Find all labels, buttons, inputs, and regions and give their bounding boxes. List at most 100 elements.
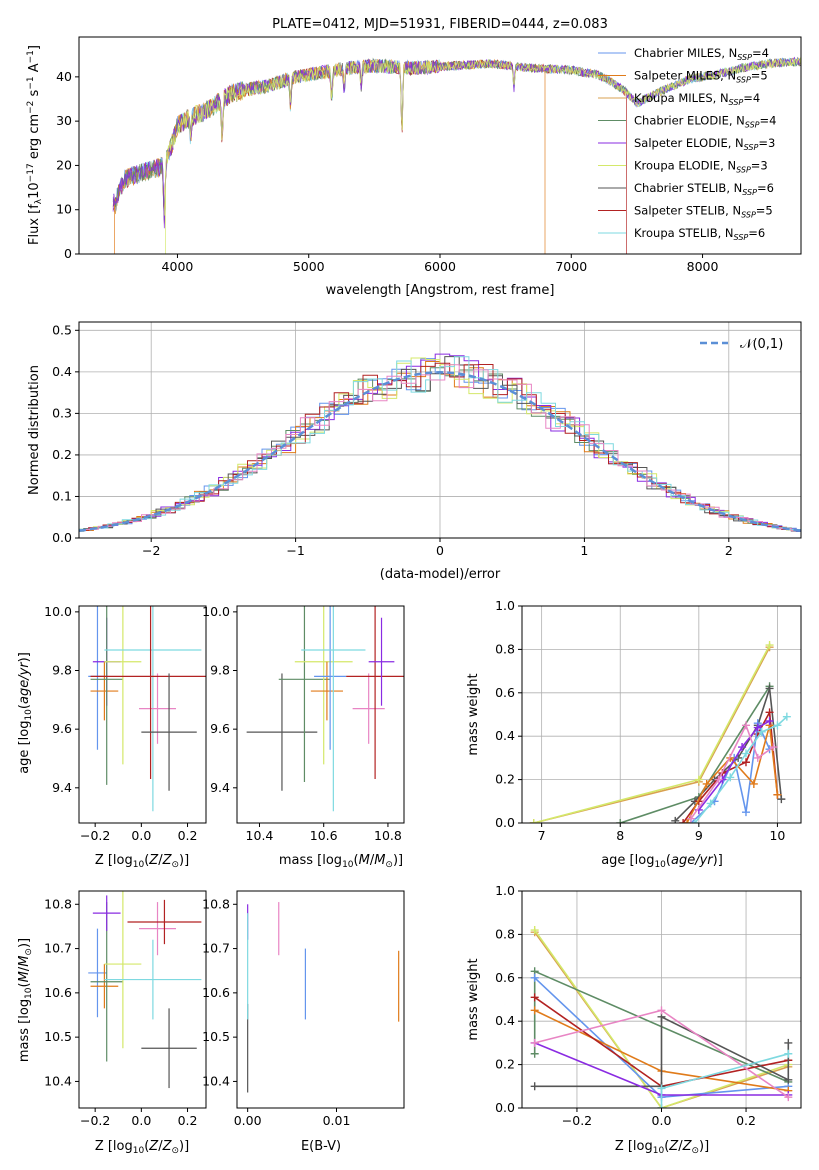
label-part: / xyxy=(370,853,375,868)
data-point xyxy=(529,819,538,823)
legend-text: Salpeter STELIB, N xyxy=(634,204,741,218)
y-tick-label: 10.7 xyxy=(202,941,230,956)
label-part: Z xyxy=(162,853,173,868)
x-tick-label: 0.2 xyxy=(178,1113,198,1128)
x-tick-label: −0.2 xyxy=(562,1113,592,1128)
label-part: λ xyxy=(34,198,44,204)
label-part: ( xyxy=(354,853,359,868)
label-part: mass [log xyxy=(17,999,32,1062)
data-point xyxy=(741,749,750,758)
y-tick-label: 0.2 xyxy=(495,1057,515,1072)
plot-area xyxy=(246,606,404,812)
series-line-kE xyxy=(533,644,771,823)
data-point xyxy=(738,743,747,752)
y-tick-label: 0.4 xyxy=(495,728,515,743)
y-tick-label: 0.8 xyxy=(495,926,515,941)
y-tick-label: 0.6 xyxy=(495,685,515,700)
plot-area xyxy=(88,606,206,812)
x-tick-label: 8000 xyxy=(687,259,719,274)
spectrum-sM xyxy=(112,58,546,254)
y-tick-label: 0 xyxy=(64,246,72,261)
label-part: 10 xyxy=(24,987,34,999)
data-point xyxy=(765,684,774,693)
x-axis-label: Z [log10(Z/Z⊙)] xyxy=(615,1139,709,1156)
y-tick-label: 9.6 xyxy=(52,721,72,736)
label-part: ( xyxy=(144,853,149,868)
y-tick-label: 0.0 xyxy=(52,530,72,545)
data-point xyxy=(530,1082,539,1091)
x-axis-label: mass [log10(M/M⊙)] xyxy=(279,853,403,870)
y-tick-label: 30 xyxy=(56,113,72,128)
normal-curve xyxy=(79,371,801,532)
plot-area xyxy=(247,902,400,1093)
axes-frame xyxy=(236,890,405,1109)
label-part: Z xyxy=(682,1139,693,1154)
label-part: 10 xyxy=(653,1146,665,1156)
label-part: 10 xyxy=(133,860,145,870)
data-point xyxy=(530,993,539,1002)
legend-text: Kroupa STELIB, N xyxy=(634,226,734,240)
x-tick-label: −0.2 xyxy=(80,828,110,843)
legend-value: =4 xyxy=(743,91,760,105)
label-part: −1 xyxy=(26,76,36,89)
label-part: 10 xyxy=(24,709,34,721)
legend-sub: SSP xyxy=(736,76,751,85)
label-part: ⊙ xyxy=(385,860,393,870)
legend-sub: SSP xyxy=(737,53,752,62)
plot-area xyxy=(529,641,791,823)
axes-frame xyxy=(521,890,802,1109)
x-tick-label: 0.2 xyxy=(736,1113,756,1128)
data-point xyxy=(702,779,711,788)
x-tick-label: 0.01 xyxy=(323,1113,351,1128)
label-part: Z xyxy=(148,1139,159,1154)
legend-value: =3 xyxy=(758,136,775,150)
label-part: M xyxy=(17,956,32,967)
label-part: / xyxy=(17,966,32,971)
data-point xyxy=(657,1104,666,1108)
x-axis-label: Z [log10(Z/Z⊙)] xyxy=(95,853,189,870)
label-part: age/yr xyxy=(17,661,32,704)
data-point xyxy=(784,1038,793,1047)
y-tick-label: 0.0 xyxy=(495,1100,515,1115)
y-tick-label: 10.5 xyxy=(44,1029,72,1044)
legend-label: Kroupa STELIB, NSSP=6 xyxy=(634,226,765,242)
x-tick-label: 0.2 xyxy=(178,828,198,843)
legend-value: =6 xyxy=(757,181,774,195)
y-axis-label: mass weight xyxy=(466,958,481,1040)
data-point xyxy=(726,773,735,782)
data-point xyxy=(671,816,680,823)
data-point xyxy=(694,775,703,784)
x-tick-label: 0.0 xyxy=(652,1113,672,1128)
data-point xyxy=(706,799,715,808)
x-tick-label: −2 xyxy=(142,543,160,558)
legend-value: =6 xyxy=(748,226,765,240)
legend-value: =5 xyxy=(756,204,773,218)
data-point xyxy=(777,795,786,804)
x-tick-label: 6000 xyxy=(424,259,456,274)
x-axis-label: age [log10(age/yr)] xyxy=(601,853,723,870)
legend-sub: SSP xyxy=(745,121,760,130)
axes-frame xyxy=(521,605,802,824)
label-part: 10 xyxy=(654,860,666,870)
legend-text: Salpeter MILES, N xyxy=(634,69,736,83)
plot-area xyxy=(79,353,801,533)
legend-sub: SSP xyxy=(742,188,757,197)
data-point xyxy=(683,819,692,823)
label-part: ( xyxy=(17,704,32,709)
label-part: )] xyxy=(17,938,32,948)
label-part: )] xyxy=(17,652,32,662)
data-point xyxy=(741,808,750,817)
data-point xyxy=(753,753,762,762)
x-tick-label: 2 xyxy=(725,543,733,558)
label-part: )] xyxy=(713,853,723,868)
y-tick-label: 0.4 xyxy=(495,1013,515,1028)
y-tick-label: 10.8 xyxy=(202,896,230,911)
legend-text: Chabrier MILES, N xyxy=(634,46,737,60)
x-tick-label: −1 xyxy=(286,543,304,558)
label-part: s xyxy=(27,89,42,100)
label-part: )] xyxy=(179,853,189,868)
y-tick-label: 0.2 xyxy=(495,772,515,787)
y-tick-label: 1.0 xyxy=(495,883,515,898)
axes-frame xyxy=(236,605,405,824)
y-tick-label: 0.6 xyxy=(495,970,515,985)
